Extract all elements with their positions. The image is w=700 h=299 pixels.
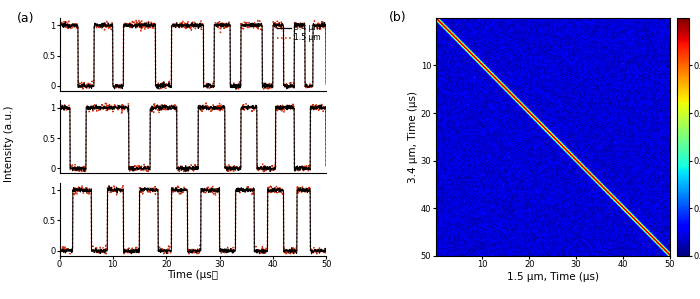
Text: (b): (b) bbox=[389, 11, 406, 24]
X-axis label: 1.5 μm, Time (μs): 1.5 μm, Time (μs) bbox=[507, 271, 598, 282]
Legend: 3.4 μm, 1.5 μm: 3.4 μm, 1.5 μm bbox=[276, 22, 323, 44]
X-axis label: Time (μs）: Time (μs） bbox=[167, 270, 218, 280]
Text: Intensity (a.u.): Intensity (a.u.) bbox=[4, 105, 13, 182]
Text: (a): (a) bbox=[17, 12, 34, 25]
Y-axis label: 3.4 μm, Time (μs): 3.4 μm, Time (μs) bbox=[408, 91, 418, 183]
